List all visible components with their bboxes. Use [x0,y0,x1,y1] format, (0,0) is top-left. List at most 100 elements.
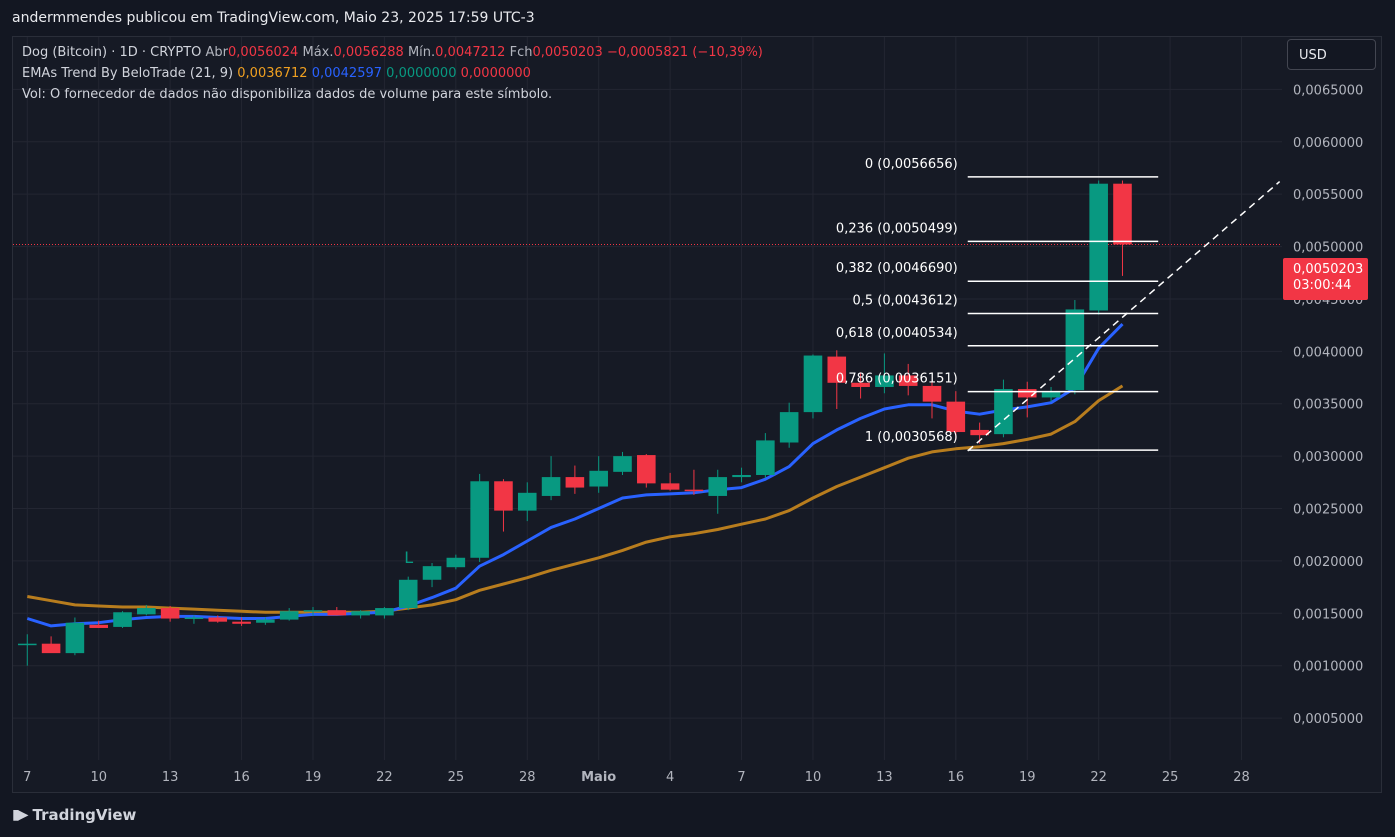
candle-body [946,401,966,433]
candle-body [327,610,347,616]
x-tick-label: 19 [305,770,322,785]
legend-ema-v4: 0,0000000 [460,66,531,81]
fib-level-label: 0,236 (0,0050499) [836,221,958,236]
candle-body [589,470,608,487]
tradingview-logo-icon: ▮▶ [12,807,29,823]
y-tick-label: 0,0030000 [1293,450,1363,465]
currency-button[interactable]: USD [1287,39,1376,70]
x-tick-label: 13 [876,770,893,785]
candle-body [422,566,442,580]
candle-body [898,375,918,386]
legend-close-value: 0,0050203 [532,45,603,60]
y-tick-label: 0,0010000 [1293,660,1363,675]
candle-body [803,355,823,413]
candle-body [89,624,108,628]
candle-body [994,389,1013,435]
candle-body [398,579,418,609]
legend-close-label: Fch [509,45,533,60]
x-tick-label: Maio [581,770,616,785]
candle-body [160,608,180,619]
candle-body [351,611,370,616]
candle-body [827,356,847,383]
candle-body [494,481,513,511]
ema-slow-line [27,384,1124,614]
legend-ema-title[interactable]: EMAs Trend By BeloTrade (21, 9) [22,66,234,81]
y-tick-label: 0,0055000 [1293,188,1363,203]
candle-body [1017,389,1037,398]
y-tick-label: 0,0060000 [1293,136,1363,151]
legend-symbol[interactable]: Dog (Bitcoin) · 1D · CRYPTO [22,45,202,60]
x-tick-label: 25 [448,770,465,785]
candle-body [232,621,251,624]
candle-body [470,481,489,558]
legend-ema-v1: 0,0036712 [237,66,308,81]
legend-open-value: 0,0056024 [228,45,299,60]
legend-change-value: −0,0005821 (−10,39%) [606,45,763,60]
y-tick-label: 0,0025000 [1293,503,1363,518]
x-tick-label: 13 [162,770,179,785]
candle-body [256,619,275,623]
current-price-tag: 0,0050203 03:00:44 [1283,258,1368,300]
legend-ema-v2: 0,0042597 [311,66,383,81]
tradingview-brand[interactable]: ▮▶ TradingView [12,806,136,824]
fib-level-label: 0,382 (0,0046690) [836,261,958,276]
x-tick-label: 16 [948,770,965,785]
candle-body [779,412,799,443]
brand-label: TradingView [32,806,137,824]
y-tick-label: 0,0035000 [1293,398,1363,413]
legend-ema-row: EMAs Trend By BeloTrade (21, 9) 0,003671… [22,66,531,81]
trend-line [967,181,1281,452]
publish-header: andermmendes publicou em TradingView.com… [12,10,535,26]
x-tick-label: 22 [376,770,393,785]
x-tick-label: 10 [90,770,107,785]
x-tick-label: 25 [1162,770,1179,785]
candle-body [375,608,394,616]
candle-body [137,608,156,615]
candle-body [732,474,751,478]
candle-body [517,492,537,511]
candle-body [113,612,132,627]
candle-body [708,477,728,496]
y-tick-label: 0,0020000 [1293,555,1363,570]
x-tick-label: 28 [1233,770,1250,785]
candle-body [637,455,656,484]
candle-body [303,610,323,612]
candle-body [41,643,61,654]
candle-body [875,375,894,387]
chart-panel[interactable] [12,36,1382,793]
signal-marker: L [404,548,413,567]
candle-body [17,643,37,646]
legend-ohlc-row: Dog (Bitcoin) · 1D · CRYPTO Abr0,0056024… [22,45,763,60]
x-tick-label: 28 [519,770,536,785]
x-tick-label: 19 [1019,770,1036,785]
candle-body [970,429,989,436]
candle-body [208,617,228,622]
legend-open-label: Abr [205,45,229,60]
y-tick-label: 0,0005000 [1293,712,1363,727]
x-tick-label: 7 [737,770,745,785]
fib-level-label: 1 (0,0030568) [865,430,958,445]
y-tick-label: 0,0040000 [1293,345,1363,360]
fib-level-label: 0,786 (0,0036151) [836,372,958,387]
legend-ema-v3: 0,0000000 [386,66,457,81]
y-tick-label: 0,0050000 [1293,241,1363,256]
fib-level-label: 0,5 (0,0043612) [852,294,957,309]
candle-body [1041,391,1061,398]
candle-body [1089,183,1108,311]
legend-low-label: Mín. [407,45,436,60]
x-tick-label: 22 [1090,770,1107,785]
candle-body [756,440,775,475]
current-price-value: 0,0050203 [1293,262,1364,277]
candle-body [851,382,870,387]
x-tick-label: 7 [23,770,31,785]
y-tick-label: 0,0015000 [1293,607,1363,622]
candle-body [1065,309,1085,391]
ema-fast-line [26,323,1124,628]
legend-high-label: Máx. [302,45,334,60]
legend-volume-note: Vol: O fornecedor de dados não disponibi… [22,87,553,102]
bar-countdown: 03:00:44 [1293,278,1352,293]
candle-body [446,557,466,568]
candle-body [184,617,204,619]
x-tick-label: 10 [805,770,822,785]
